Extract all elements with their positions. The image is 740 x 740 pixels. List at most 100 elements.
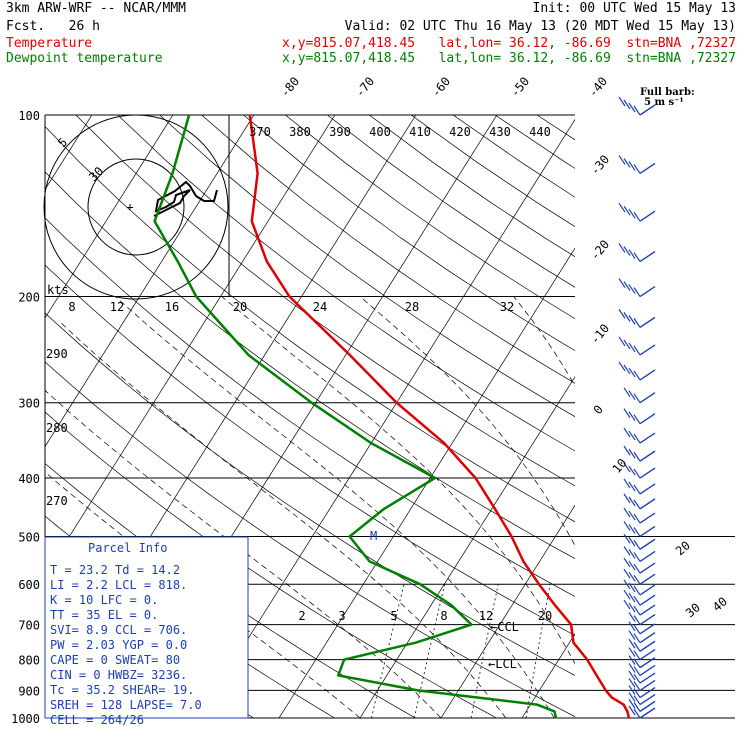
wind-barb-flag — [623, 599, 631, 610]
hodograph-speed-tick: 12 — [110, 300, 124, 314]
wind-barb-flag — [623, 158, 631, 168]
wind-barb-flag — [633, 595, 641, 606]
wind-barb-flag — [633, 641, 641, 652]
wind-barb-flag — [628, 592, 636, 603]
wind-barb-staff — [639, 679, 656, 691]
wind-barb-flag — [633, 563, 641, 574]
moist-adiabat — [115, 296, 555, 718]
wind-barb-staff — [639, 525, 656, 538]
wind-barb-flag — [623, 546, 631, 556]
wind-barb-flag — [618, 361, 626, 372]
wind-barb-flag — [628, 685, 636, 695]
pressure-tick-900: 900 — [18, 684, 40, 698]
wind-barb-flag — [633, 513, 641, 524]
theta-top-label: 440 — [529, 125, 551, 139]
wind-barb-flag — [623, 478, 631, 489]
wind-barb-flag — [628, 536, 636, 547]
wind-barb-staff — [639, 707, 656, 719]
wind-barb-flag — [628, 692, 636, 702]
moist-adiabat — [45, 389, 442, 718]
isotherm-label: 40 — [710, 594, 730, 614]
wind-barb-flag — [623, 579, 631, 590]
ccl-marker: ←CCL — [490, 620, 519, 634]
wind-barb-flag — [628, 510, 636, 521]
hodograph-trace — [153, 180, 218, 217]
wind-barb-staff — [639, 392, 656, 404]
wind-barb-staff — [639, 210, 656, 222]
wind-barb-flag — [628, 430, 636, 441]
dry-adiabat — [45, 361, 575, 718]
dry-adiabat — [369, 115, 575, 258]
wind-barb-staff — [639, 162, 656, 175]
mixing-ratio-label: 3 — [338, 609, 345, 623]
wind-barb-flag — [633, 318, 641, 328]
wind-barb-staff — [639, 483, 656, 495]
wind-barb-flag — [628, 448, 636, 459]
dewpoint-trace — [153, 114, 558, 719]
wind-barb-flag — [618, 278, 626, 288]
wind-barb-flag — [628, 699, 636, 709]
wind-barb-flag — [628, 638, 636, 649]
wind-barb-flag — [633, 287, 641, 297]
wind-barb-flag — [618, 96, 626, 107]
isotherm-line — [0, 115, 11, 718]
moist-adiabat — [59, 321, 507, 718]
wind-barb-flag — [633, 633, 641, 643]
wind-barb-flag — [633, 681, 641, 691]
wind-barb-staff — [639, 467, 656, 479]
wind-barb-flag — [628, 549, 636, 559]
wind-barb-flag — [633, 499, 641, 510]
isotherm-line — [45, 115, 336, 576]
pressure-tick-600: 600 — [18, 578, 40, 592]
temperature-trace — [248, 114, 631, 719]
wind-barb-flag — [618, 309, 626, 319]
isotherm-label: 30 — [683, 600, 703, 620]
hodograph-speed-tick: 20 — [233, 300, 247, 314]
wind-barb-staff — [639, 687, 656, 699]
wind-barb-flag — [633, 414, 641, 424]
wind-barb-staff — [639, 104, 656, 116]
isotherm-label: 10 — [610, 456, 630, 476]
wind-barbs — [618, 96, 656, 719]
dry-adiabat — [327, 115, 575, 288]
wind-barb-flag — [623, 507, 631, 518]
wind-barb-staff — [639, 640, 656, 652]
wind-barb-flag — [633, 484, 641, 495]
hodograph-speed-tick: 28 — [405, 300, 419, 314]
wind-barb-staff — [639, 538, 656, 550]
parcel-row: LI = 2.2 LCL = 818. — [50, 578, 187, 592]
wind-barb-flag — [633, 468, 641, 479]
wind-barb-flag — [628, 678, 636, 688]
wind-barb-flag — [623, 312, 631, 322]
wind-barb-flag — [618, 336, 626, 347]
wind-barb-flag — [623, 493, 631, 504]
wind-barb-flag — [628, 663, 636, 673]
forecast-hour: Fcst. 26 h — [6, 19, 100, 34]
parcel-row: SREH = 128 LAPSE= 7.0 — [50, 698, 202, 712]
wind-barb-flag — [628, 582, 636, 593]
parcel-row: PW = 2.03 YGP = 0.0 — [50, 638, 187, 652]
isotherm-line — [359, 376, 575, 718]
theta-top-label: 390 — [329, 125, 351, 139]
wind-barb-flag — [628, 390, 636, 401]
wind-barb-flag — [623, 99, 631, 110]
theta-top-label: 420 — [449, 125, 471, 139]
parcel-row: TT = 35 EL = 0. — [50, 608, 158, 622]
mixing-ratio-line — [414, 584, 446, 718]
wind-barb-staff — [639, 664, 656, 677]
wind-barb-flag — [633, 695, 641, 705]
pressure-tick-300: 300 — [18, 397, 40, 411]
parcel-row: CIN = 0 HWBZ= 3236. — [50, 668, 187, 682]
theta-side-label: 280 — [46, 421, 68, 435]
isotherm-label: -80 — [278, 74, 303, 100]
wind-barb-flag — [623, 445, 631, 456]
wind-barb-flag — [623, 408, 631, 418]
wind-barb-flag — [628, 630, 636, 640]
isotherm-label: -60 — [429, 74, 454, 100]
wind-barb-flag — [633, 527, 641, 537]
isotherm-label: -20 — [588, 237, 613, 263]
hodograph-center: + — [126, 200, 133, 214]
hodograph-speed-tick: 16 — [165, 300, 179, 314]
isotherm-line — [521, 633, 575, 718]
